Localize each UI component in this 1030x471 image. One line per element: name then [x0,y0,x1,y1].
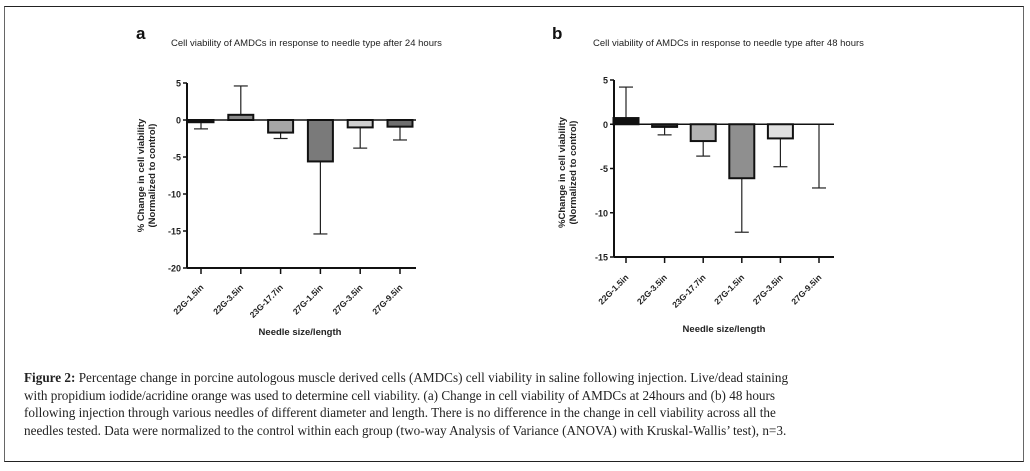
panel-letter-a: a [136,24,146,43]
chart-b-bar [689,123,717,143]
chart-b-title: Cell viability of AMDCs in response to n… [593,38,864,49]
chart-b-x-tick-label: 27G-3.5in [751,272,785,306]
chart-b-y-axis-label-2: (Normalized to control) [568,121,579,225]
chart-b-x-tick-label: 27G-9.5in [789,272,823,306]
chart-a-y-tick-label: -20 [168,264,181,274]
chart-a-y-axis-label-2: (Normalized to control) [147,124,158,228]
chart-b-y-tick-label: 5 [603,76,608,86]
chart-b-x-tick-label: 23G-17.7in [670,272,707,309]
caption-line-2: with propidium iodide/acridine orange wa… [24,387,776,403]
panel-letter-b: b [552,24,563,43]
chart-a-title: Cell viability of AMDCs in response to n… [171,38,442,49]
chart-b-bar [612,117,640,126]
chart-b-x-tick-label: 22G-3.5in [635,272,669,306]
chart-a-y-axis-label: % Change in cell viability [136,118,147,232]
chart-b-y-tick-label: -15 [595,253,608,263]
chart-b-x-tick-label: 27G-1.5in [712,272,746,306]
chart-b-y-tick-label: 0 [603,120,608,130]
caption-line-3: following injection through various need… [24,405,776,421]
chart-a-y-tick-label: -15 [168,227,181,237]
chart-b-bar [728,123,756,180]
caption-label: Figure 2: [24,370,76,385]
figure-caption: Figure 2: Percentage change in porcine a… [24,369,1014,439]
chart-b-y-tick-label: -10 [595,208,608,218]
chart-b-x-tick-label: 22G-1.5in [596,272,630,306]
chart-b-y-axis-label: %Change in cell viability [557,116,568,228]
chart-a-y-tick-label: 0 [176,116,181,126]
chart-b-bar [766,123,794,140]
chart-a-x-axis-label: Needle size/length [259,327,342,338]
figure-frame [4,6,1024,462]
chart-a-y-tick-label: -10 [168,190,181,200]
caption-line-4: needles tested. Data were normalized to … [24,422,787,438]
chart-a-y-tick-label: -5 [173,153,181,163]
caption-text-1: Percentage change in porcine autologous … [75,370,789,385]
caption-line-1: Figure 2: Percentage change in porcine a… [24,369,1014,387]
chart-b-x-axis-label: Needle size/length [683,324,766,335]
chart-a-y-tick-label: 5 [176,79,181,89]
chart-b-y-tick-label: -5 [600,164,608,174]
